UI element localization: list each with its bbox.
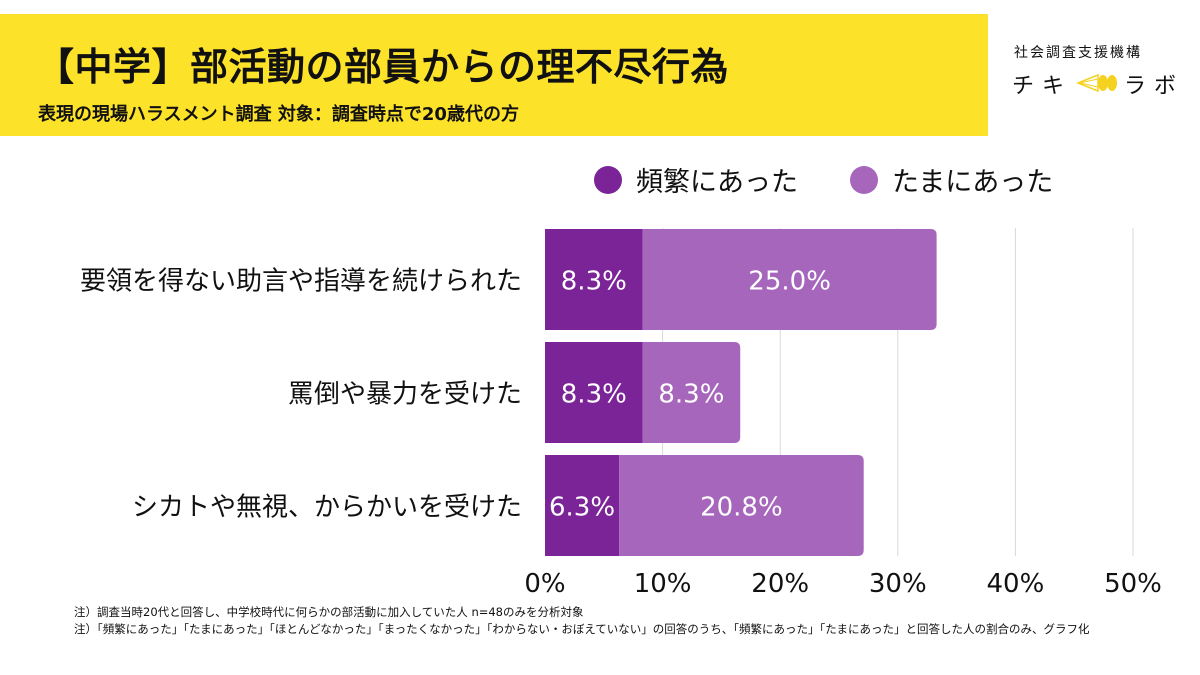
data-label: 8.3% — [561, 380, 627, 410]
bar-segment-frequent — [545, 229, 643, 330]
legend-swatch-frequent — [594, 165, 622, 194]
bar-segment-occasional — [619, 455, 864, 556]
bar-segment-frequent — [545, 342, 643, 443]
logo-name-right: ラボ — [1124, 74, 1185, 99]
category-label: シカトや無視、からかいを受けた — [132, 493, 522, 523]
x-tick-label: 50% — [1104, 569, 1162, 599]
x-tick-label: 30% — [869, 569, 927, 599]
category-labels: 要領を得ない助言や指導を続けられた罵倒や暴力を受けたシカトや無視、からかいを受け… — [80, 267, 522, 523]
legend-item-frequent: 頻繁にあった — [594, 160, 798, 199]
x-tick-label: 20% — [751, 569, 809, 599]
bar-segment-frequent — [545, 455, 620, 556]
legend-label-frequent: 頻繁にあった — [636, 167, 798, 198]
footnote-1: 注）調査当時20代と回答し、中学校時代に何らかの部活動に加入していた人 n=48… — [74, 605, 584, 619]
data-label: 6.3% — [549, 493, 615, 523]
data-label: 25.0% — [748, 267, 831, 297]
x-axis-ticks: 0% 10% 20% 30% 40% 50% — [524, 569, 1162, 599]
footnotes: 注）調査当時20代と回答し、中学校時代に何らかの部活動に加入していた人 n=48… — [74, 604, 1089, 638]
logo-org-name: 社会調査支援機構 — [1014, 45, 1142, 61]
x-tick-label: 40% — [987, 569, 1045, 599]
logo-name-left: チキ — [1012, 74, 1073, 99]
legend: 頻繁にあった たまにあった — [594, 160, 1105, 199]
x-tick-label: 10% — [634, 569, 692, 599]
data-label: 8.3% — [658, 380, 724, 410]
bars: 8.3% 25.0% 8.3% 8.3% 6.3% 20.8% — [545, 229, 937, 556]
legend-swatch-occasional — [850, 165, 878, 194]
legend-item-occasional: たまにあった — [850, 160, 1053, 199]
x-tick-label: 0% — [524, 569, 565, 599]
chart-title: 【中学】部活動の部員からの理不尽行為 — [36, 45, 730, 89]
footnote-2: 注）「頻繁にあった」「たまにあった」「ほとんどなかった」「まったくなかった」「わ… — [74, 622, 1090, 636]
legend-label-occasional: たまにあった — [892, 167, 1054, 198]
category-label: 罵倒や暴力を受けた — [288, 380, 522, 410]
logo: 社会調査支援機構 チキ ラボ — [1010, 42, 1180, 112]
category-label: 要領を得ない助言や指導を続けられた — [80, 267, 522, 297]
bar-segment-occasional — [642, 229, 937, 330]
bar-segment-occasional — [642, 342, 741, 443]
data-label: 8.3% — [561, 267, 627, 297]
chart-subtitle: 表現の現場ハラスメント調査 対象：調査時点で20歳代の方 — [38, 104, 519, 125]
data-label: 20.8% — [700, 493, 783, 523]
title-banner: 【中学】部活動の部員からの理不尽行為 表現の現場ハラスメント調査 対象：調査時点… — [0, 14, 988, 136]
lamp-icon — [1076, 73, 1117, 93]
